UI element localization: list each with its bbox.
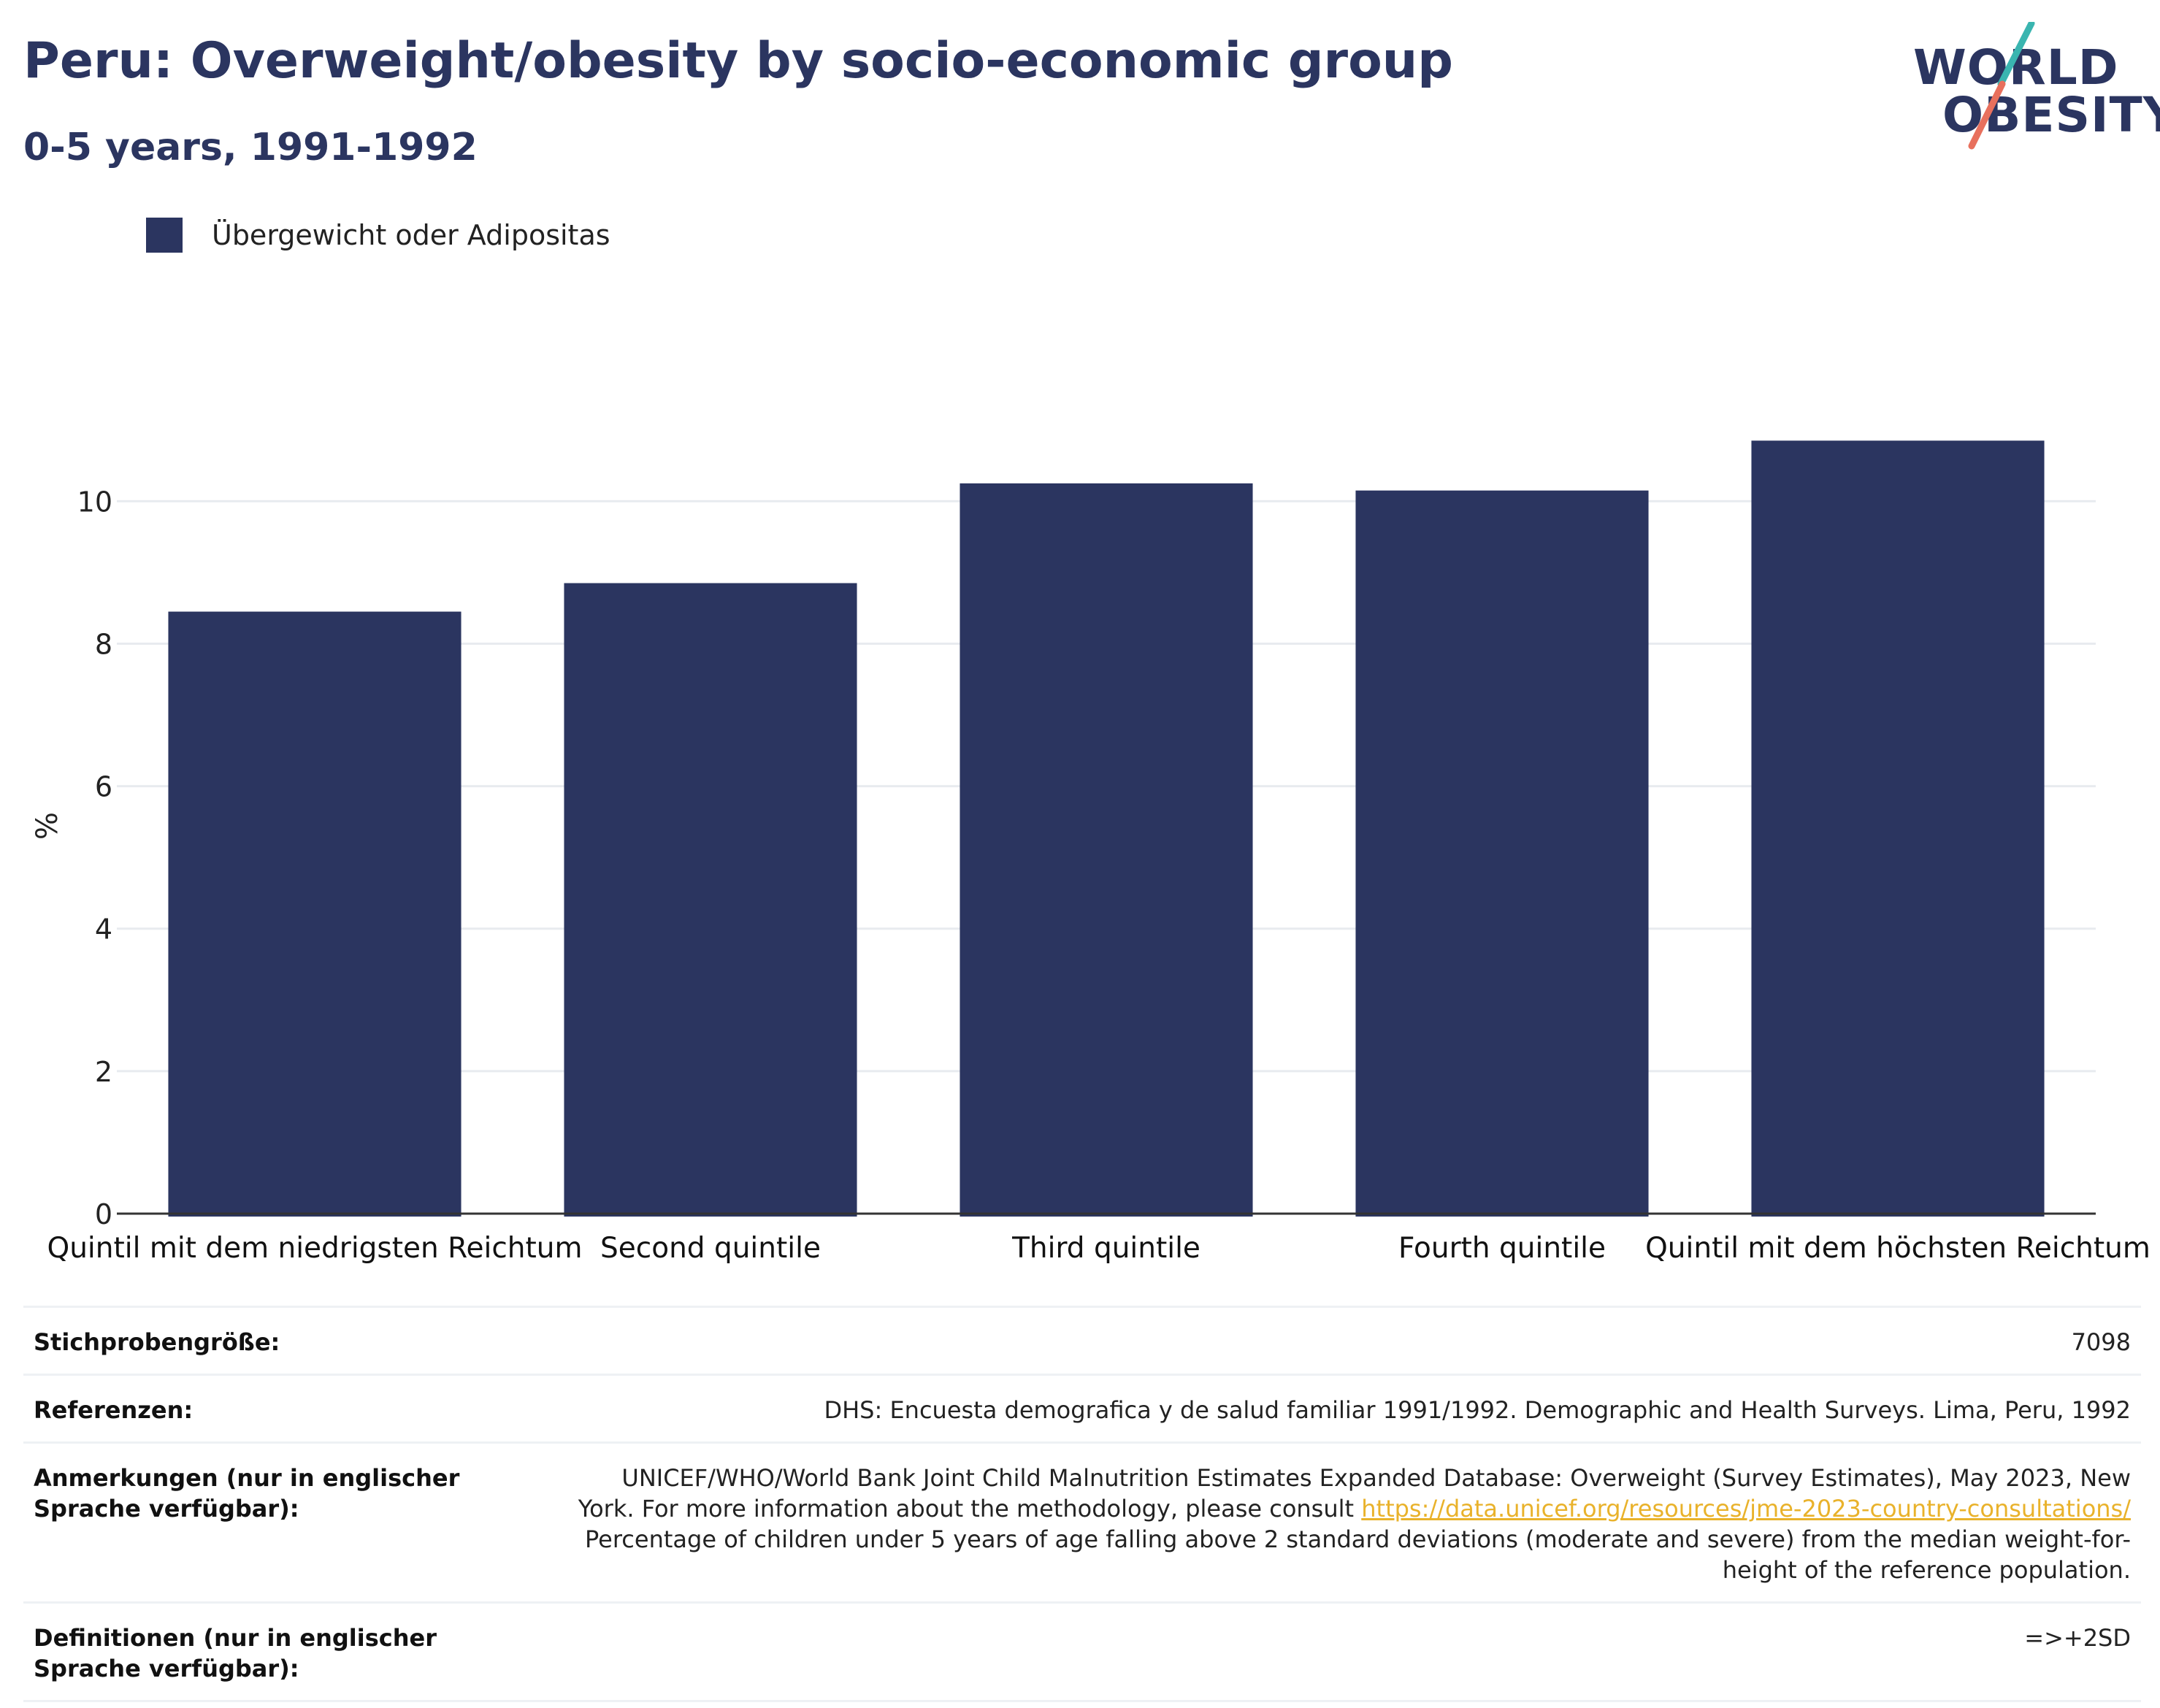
x-tick-label: Quintil mit dem niedrigsten Reichtum xyxy=(47,1232,583,1265)
bar xyxy=(564,583,857,1217)
meta-value: 7098 xyxy=(2071,1328,2131,1356)
notes-text-before: UNICEF/WHO/World Bank Joint Child Malnut… xyxy=(578,1464,2131,1523)
meta-value: DHS: Encuesta demografica y de salud fam… xyxy=(824,1396,2131,1424)
y-tick-label: 4 xyxy=(95,914,112,946)
bar xyxy=(1355,490,1649,1217)
meta-row-references: Referenzen: DHS: Encuesta demografica y … xyxy=(23,1374,2141,1443)
y-tick-label: 2 xyxy=(95,1056,112,1088)
y-tick-label: 10 xyxy=(77,486,112,518)
meta-value: UNICEF/WHO/World Bank Joint Child Malnut… xyxy=(555,1443,2141,1603)
meta-row-definitions: Definitionen (nur in englischer Sprache … xyxy=(23,1602,2141,1701)
x-tick-label: Third quintile xyxy=(1011,1232,1200,1265)
methodology-link[interactable]: https://data.unicef.org/resources/jme-20… xyxy=(1361,1495,2131,1523)
bar xyxy=(960,483,1253,1217)
bar-chart: 0 2 4 6 8 10% Quintil mit dem niedrigsten Reic… xyxy=(31,440,2151,1265)
y-tick-label: 8 xyxy=(95,628,112,660)
x-tick-label: Fourth quintile xyxy=(1398,1232,1606,1265)
meta-key: Definitionen (nur in englischer Sprache … xyxy=(34,1624,437,1682)
metadata-table: Stichprobengröße: 7098 Referenzen: DHS: … xyxy=(23,1306,2141,1702)
meta-key: Anmerkungen (nur in englischer Sprache v… xyxy=(34,1464,460,1523)
y-tick-label: 0 xyxy=(95,1198,112,1230)
meta-row-notes: Anmerkungen (nur in englischer Sprache v… xyxy=(23,1442,2141,1603)
legend-label: Übergewicht oder Adipositas xyxy=(212,219,610,251)
bar xyxy=(1751,440,2045,1217)
y-axis-label: % xyxy=(31,812,64,840)
world-obesity-logo: WORLD OBESITY xyxy=(1906,22,2160,157)
chart-subtitle: 0-5 years, 1991-1992 xyxy=(23,126,478,169)
meta-key: Stichprobengröße: xyxy=(34,1328,280,1356)
meta-value: =>+2SD xyxy=(2024,1624,2131,1652)
legend: Übergewicht oder Adipositas xyxy=(146,218,610,253)
x-tick-label: Quintil mit dem höchsten Reichtum xyxy=(1645,1232,2151,1265)
meta-row-sample-size: Stichprobengröße: 7098 xyxy=(23,1306,2141,1375)
notes-text-after: Percentage of children under 5 years of … xyxy=(585,1525,2131,1584)
y-tick-label: 6 xyxy=(95,771,112,803)
meta-key: Referenzen: xyxy=(34,1396,194,1424)
logo-slash-icon xyxy=(1968,22,2035,150)
legend-swatch xyxy=(146,218,183,253)
chart-title: Peru: Overweight/obesity by socio-econom… xyxy=(23,32,1453,90)
bar xyxy=(168,611,462,1217)
x-tick-label: Second quintile xyxy=(600,1232,821,1265)
